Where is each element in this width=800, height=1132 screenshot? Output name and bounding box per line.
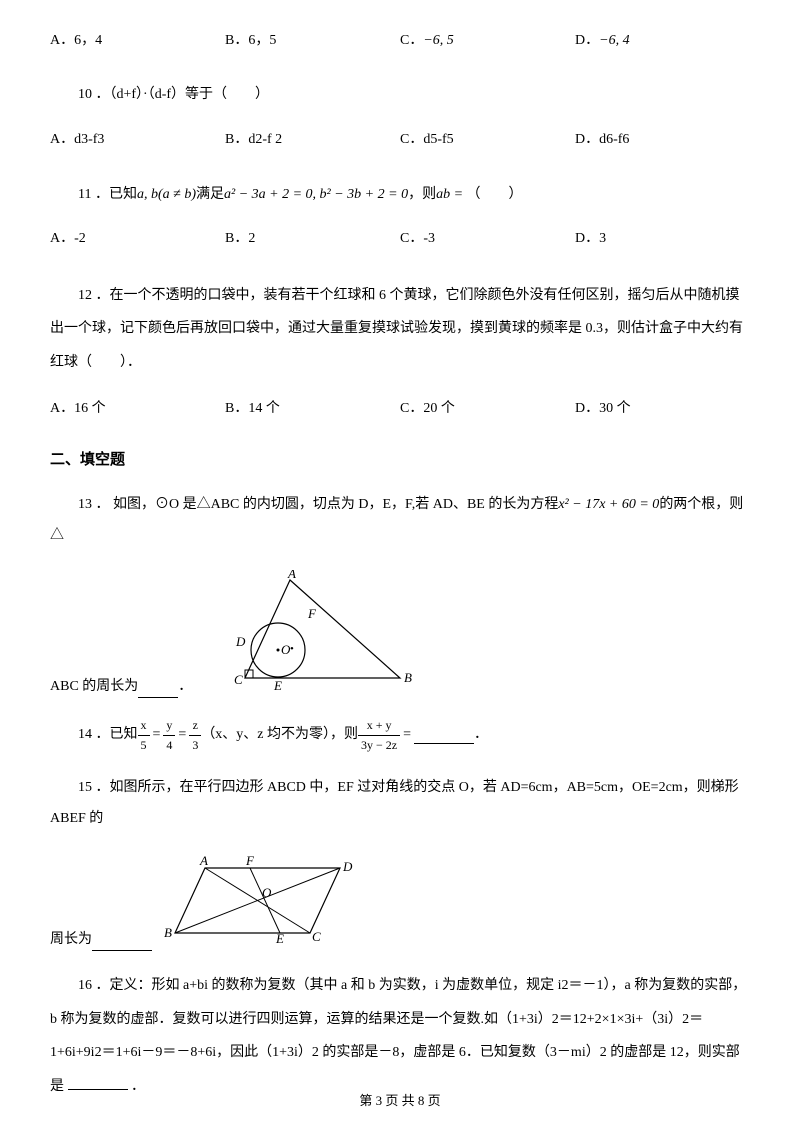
q13-line2: ABC 的周长为 ． A B C D E F O •: [50, 570, 750, 698]
parallelogram-icon: A D B C F E O: [160, 853, 360, 943]
triangle-inscribed-circle-icon: A B C D E F O •: [200, 570, 420, 690]
q11-optA: A．-2: [50, 228, 225, 250]
q10-optD: D．d6-f6: [575, 129, 750, 151]
q15-line1: 15 ．如图所示，在平行四边形 ABCD 中，EF 过对角线的交点 O，若 AD…: [50, 773, 750, 835]
svg-text:D: D: [342, 859, 353, 874]
q10-optA: A．d3-f3: [50, 129, 225, 151]
section2-header: 二、填空题: [50, 448, 750, 472]
q14-blank: [414, 728, 474, 744]
q11-optC: C．-3: [400, 228, 575, 250]
q9-optC: C．−6, 5: [400, 30, 575, 52]
svg-text:A: A: [199, 853, 208, 868]
q15-line2: 周长为 A D B C F E O: [50, 853, 750, 951]
page-footer: 第 3 页 共 8 页: [0, 1091, 800, 1112]
q13-blank: [138, 682, 178, 698]
q11-text: 11 ．已知a, b(a ≠ b)满足a² − 3a + 2 = 0, b² −…: [50, 180, 750, 211]
q14-frac2: y4: [163, 716, 175, 755]
q16-blank: [68, 1074, 128, 1090]
q13-diagram: A B C D E F O •: [200, 570, 420, 698]
q12-options: A．16 个 B．14 个 C．20 个 D．30 个: [50, 398, 750, 420]
q11-optB: B．2: [225, 228, 400, 250]
svg-text:E: E: [273, 678, 282, 690]
q16: 16 ．定义：形如 a+bi 的数称为复数（其中 a 和 b 为实数，i 为虚数…: [50, 969, 750, 1103]
q9-options: A．6，4 B．6，5 C．−6, 5 D．−6, 4: [50, 30, 750, 52]
svg-text:B: B: [404, 670, 412, 685]
svg-text:A: A: [287, 570, 296, 581]
svg-text:F: F: [245, 853, 255, 868]
q11-optD: D．3: [575, 228, 750, 250]
q15-diagram: A D B C F E O: [160, 853, 360, 951]
q9-optB: B．6，5: [225, 30, 400, 52]
q10-optC: C．d5-f5: [400, 129, 575, 151]
q12-optA: A．16 个: [50, 398, 225, 420]
svg-text:C: C: [234, 672, 243, 687]
q14-frac3: z3: [189, 716, 201, 755]
svg-text:F: F: [307, 606, 317, 621]
q10-options: A．d3-f3 B．d2-f 2 C．d5-f5 D．d6-f6: [50, 129, 750, 151]
q10-text: 10 ．（d+f）·（d-f）等于（ ）: [50, 80, 750, 111]
svg-text:E: E: [275, 931, 284, 943]
q14-frac1: x5: [138, 716, 150, 755]
q13-line1: 13 ． 如图，⊙O 是△ABC 的内切圆，切点为 D，E，F,若 AD、BE …: [50, 490, 750, 552]
q9-optA: A．6，4: [50, 30, 225, 52]
q12-optD: D．30 个: [575, 398, 750, 420]
q11-options: A．-2 B．2 C．-3 D．3: [50, 228, 750, 250]
q12-optB: B．14 个: [225, 398, 400, 420]
svg-text:B: B: [164, 925, 172, 940]
svg-text:D: D: [235, 634, 246, 649]
svg-text:O: O: [262, 885, 272, 900]
q12-optC: C．20 个: [400, 398, 575, 420]
svg-text:C: C: [312, 929, 321, 943]
svg-text:•: •: [290, 643, 294, 655]
q9-optD: D．−6, 4: [575, 30, 750, 52]
q10-optB: B．d2-f 2: [225, 129, 400, 151]
q14-frac4: x + y3y − 2z: [358, 716, 400, 755]
q15-blank: [92, 935, 152, 951]
q14: 14 ．已知 x5 = y4 = z3 （x、y、z 均不为零），则 x + y…: [50, 716, 750, 755]
q12-text: 12 ．在一个不透明的口袋中，装有若干个红球和 6 个黄球，它们除颜色外没有任何…: [50, 279, 750, 380]
